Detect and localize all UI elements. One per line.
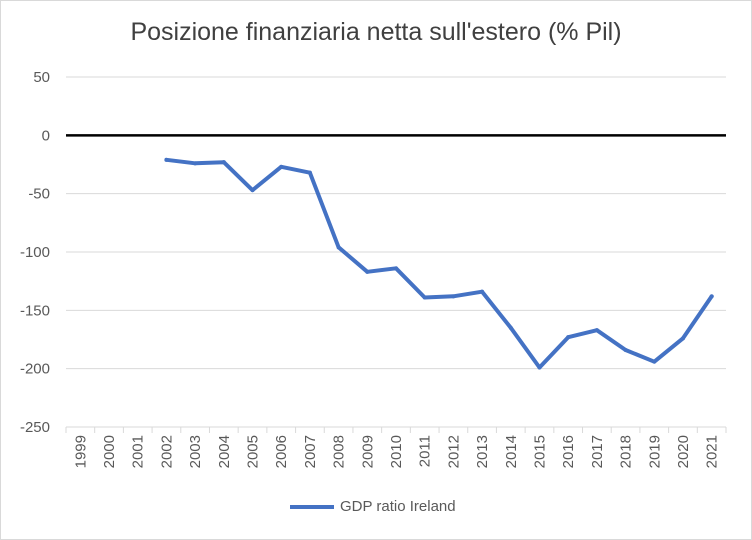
data-point: [508, 325, 513, 330]
x-tick-label: 2002: [158, 435, 175, 468]
x-tick-label: 2019: [646, 435, 663, 468]
data-point: [680, 336, 685, 341]
y-tick-label: -200: [20, 361, 50, 378]
x-tick-label: 2009: [359, 435, 376, 468]
legend: GDP ratio Ireland: [290, 498, 456, 515]
data-point: [365, 269, 370, 274]
x-tick-label: 2005: [245, 435, 262, 468]
x-tick-label: 2006: [273, 435, 290, 468]
x-tick-label: 2015: [531, 435, 548, 468]
legend-swatch: [290, 504, 334, 509]
x-tick-label: 2017: [589, 435, 606, 468]
data-point: [307, 170, 312, 175]
x-tick-label: 2008: [331, 435, 348, 468]
x-tick-label: 2016: [560, 435, 577, 468]
x-tick-label: 2001: [130, 435, 147, 468]
data-point: [709, 294, 714, 299]
data-point: [594, 328, 599, 333]
data-point: [279, 164, 284, 169]
data-point: [451, 294, 456, 299]
x-tick-label: 2021: [704, 435, 721, 468]
data-point: [193, 161, 198, 166]
data-point: [422, 295, 427, 300]
legend-label: GDP ratio Ireland: [340, 498, 456, 515]
y-tick-label: -100: [20, 244, 50, 261]
data-point: [537, 365, 542, 370]
x-tick-label: 2010: [388, 435, 405, 468]
data-point: [250, 188, 255, 193]
x-tick-label: 2003: [187, 435, 204, 468]
x-tick-label: 2018: [618, 435, 635, 468]
x-tick-label: 2011: [417, 435, 434, 467]
data-point: [652, 359, 657, 364]
data-point: [480, 289, 485, 294]
x-tick-label: 2012: [445, 435, 462, 468]
x-tick-label: 1999: [72, 435, 89, 468]
y-tick-label: 50: [33, 69, 50, 86]
data-point: [566, 335, 571, 340]
data-point: [221, 160, 226, 165]
y-tick-label: 0: [42, 127, 50, 144]
x-tick-label: 2007: [302, 435, 319, 468]
x-tick-label: 2013: [474, 435, 491, 468]
data-point: [164, 157, 169, 162]
data-point: [394, 266, 398, 271]
chart-title: Posizione finanziaria netta sull'estero …: [130, 18, 622, 46]
y-tick-label: -150: [20, 302, 50, 319]
x-tick-label: 2020: [675, 435, 692, 468]
x-tick-label: 2004: [216, 435, 233, 468]
x-tick-label: 2000: [101, 435, 118, 468]
data-point: [336, 245, 341, 250]
y-tick-label: -250: [20, 419, 50, 436]
data-point: [623, 348, 628, 352]
x-tick-label: 2014: [503, 435, 520, 468]
y-tick-label: -50: [28, 186, 50, 203]
series-line: [164, 157, 714, 370]
